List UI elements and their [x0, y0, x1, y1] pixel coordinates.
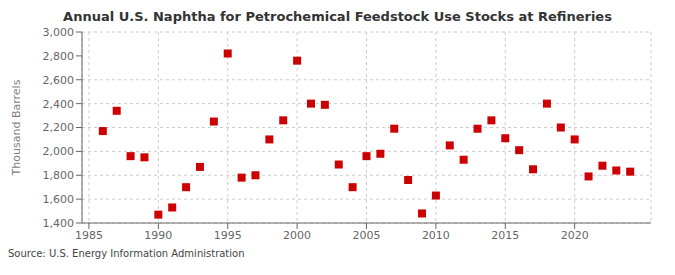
svg-text:2,200: 2,200 [43, 121, 75, 134]
svg-text:1,400: 1,400 [43, 217, 75, 230]
html-text:Annual U.S. Naphtha for Petroc: Annual U.S. Naphtha for Petrochemical Fe… [63, 9, 612, 24]
svg-text:2020: 2020 [561, 229, 589, 242]
svg-text:2010: 2010 [422, 229, 450, 242]
svg-text:1,600: 1,600 [43, 193, 75, 206]
svg-text:1985: 1985 [75, 229, 103, 242]
svg-text:2000: 2000 [283, 229, 311, 242]
svg-text:1995: 1995 [214, 229, 242, 242]
svg-text:2,400: 2,400 [43, 98, 75, 111]
svg-text:2015: 2015 [491, 229, 519, 242]
svg-text:2,800: 2,800 [43, 50, 75, 63]
svg-text:2,000: 2,000 [43, 145, 75, 158]
html-text:Source: U.S. Energy Informatio: Source: U.S. Energy Information Administ… [8, 248, 245, 259]
svg-text:3,000: 3,000 [43, 26, 75, 39]
svg-text:1,800: 1,800 [43, 169, 75, 182]
svg-text:1990: 1990 [144, 229, 172, 242]
svg-text:2005: 2005 [353, 229, 381, 242]
svg-text:Thousand Barrels: Thousand Barrels [10, 79, 23, 176]
svg-text:2,600: 2,600 [43, 74, 75, 87]
